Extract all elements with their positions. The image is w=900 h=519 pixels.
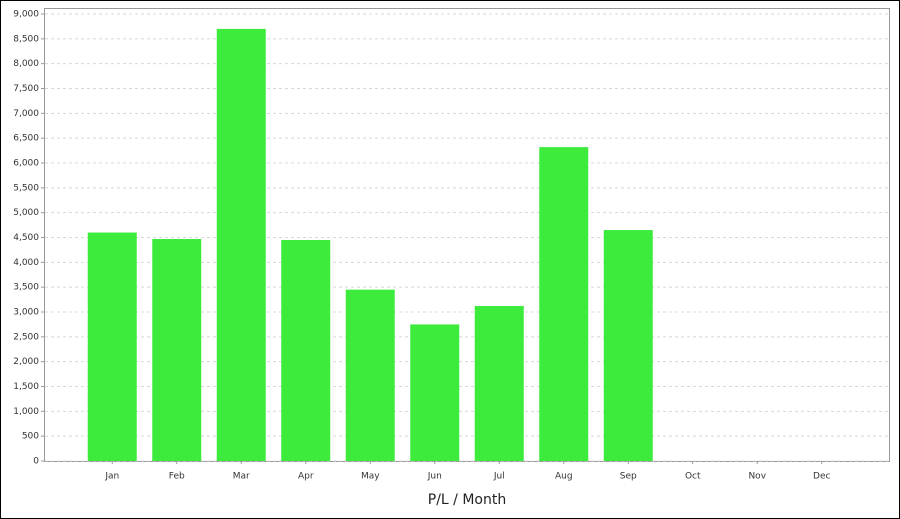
y-tick-label: 2,000 [13, 357, 39, 367]
bar [603, 230, 653, 461]
y-tick-label: 1,500 [13, 382, 39, 392]
bar [281, 239, 331, 461]
x-tick-label: Jul [493, 472, 505, 482]
y-tick-label: 0 [33, 457, 39, 467]
bar [474, 306, 524, 461]
x-tick-label: Nov [748, 472, 766, 482]
bar [539, 147, 589, 461]
y-tick-label: 4,500 [13, 233, 39, 243]
y-tick-label: 4,000 [13, 258, 39, 268]
x-tick-label: Aug [555, 472, 573, 482]
y-tick-label: 5,000 [13, 208, 39, 218]
y-tick-label: 7,000 [13, 109, 39, 119]
x-tick-label: Feb [169, 472, 185, 482]
x-tick-label: Jun [427, 472, 442, 482]
y-tick-label: 2,500 [13, 332, 39, 342]
x-tick-label: Dec [813, 472, 830, 482]
bar [152, 238, 202, 461]
x-tick-label: Jan [104, 472, 119, 482]
y-tick-label: 6,000 [13, 159, 39, 169]
y-tick-label: 8,500 [13, 34, 39, 44]
y-tick-label: 7,500 [13, 84, 39, 94]
y-tick-label: 5,500 [13, 183, 39, 193]
x-tick-label: Apr [298, 472, 314, 482]
y-tick-label: 1,000 [13, 407, 39, 417]
x-tick-label: Mar [233, 472, 250, 482]
bar [216, 28, 266, 462]
bar [87, 232, 137, 461]
x-tick-label: Sep [620, 472, 637, 482]
y-tick-label: 9,000 [13, 10, 39, 20]
bar [345, 289, 395, 461]
y-tick-label: 500 [22, 432, 39, 442]
bar [410, 324, 460, 461]
y-tick-label: 6,500 [13, 134, 39, 144]
y-tick-label: 3,500 [13, 283, 39, 293]
y-tick-label: 8,000 [13, 59, 39, 69]
x-axis-label: P/L / Month [428, 492, 506, 508]
x-tick-label: Oct [685, 472, 701, 482]
y-tick-label: 3,000 [13, 308, 39, 318]
x-tick-label: May [361, 472, 380, 482]
